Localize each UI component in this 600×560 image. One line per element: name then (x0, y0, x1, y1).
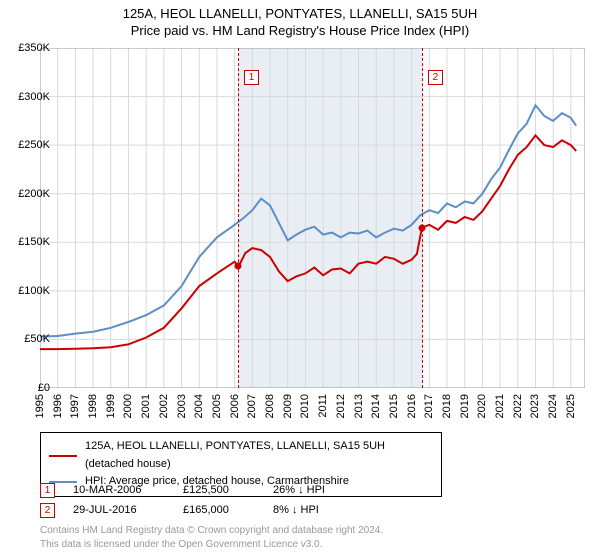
y-tick-label: £300K (4, 91, 50, 103)
x-tick-label: 1996 (52, 394, 64, 418)
x-tick-label: 2000 (122, 394, 134, 418)
y-tick-label: £100K (4, 285, 50, 297)
x-tick-label: 2023 (529, 394, 541, 418)
y-tick-label: £50K (4, 333, 50, 345)
x-tick-label: 2015 (388, 394, 400, 418)
y-tick-label: £200K (4, 188, 50, 200)
x-tick-label: 1995 (34, 394, 46, 418)
sale-marker-box: 2 (428, 70, 443, 85)
chart-svg (40, 48, 585, 388)
legend-swatch-price (49, 455, 77, 457)
y-tick-label: £0 (4, 382, 50, 394)
x-tick-label: 2013 (353, 394, 365, 418)
x-tick-label: 1999 (105, 394, 117, 418)
x-tick-label: 2025 (565, 394, 577, 418)
title-line1: 125A, HEOL LLANELLI, PONTYATES, LLANELLI… (0, 6, 600, 23)
x-tick-label: 2020 (476, 394, 488, 418)
footer-line2: This data is licensed under the Open Gov… (40, 538, 383, 552)
sale-price: £165,000 (183, 504, 273, 516)
x-tick-label: 2006 (229, 394, 241, 418)
x-tick-label: 1998 (87, 394, 99, 418)
x-tick-label: 2005 (211, 394, 223, 418)
sale-price: £125,500 (183, 484, 273, 496)
y-tick-label: £350K (4, 42, 50, 54)
sale-row: 2 29-JUL-2016 £165,000 8% ↓ HPI (40, 500, 353, 520)
series-line-hpi (40, 105, 576, 336)
sale-point-dot (418, 224, 425, 231)
chart-container: 125A, HEOL LLANELLI, PONTYATES, LLANELLI… (0, 0, 600, 560)
footer-attribution: Contains HM Land Registry data © Crown c… (40, 524, 383, 551)
x-tick-label: 2009 (282, 394, 294, 418)
sales-table: 1 10-MAR-2006 £125,500 26% ↓ HPI 2 29-JU… (40, 480, 353, 520)
y-tick-label: £150K (4, 236, 50, 248)
sale-diff: 26% ↓ HPI (273, 484, 353, 496)
footer-line1: Contains HM Land Registry data © Crown c… (40, 524, 383, 538)
plot-area: 12 (40, 48, 585, 388)
sale-diff: 8% ↓ HPI (273, 504, 353, 516)
chart-title: 125A, HEOL LLANELLI, PONTYATES, LLANELLI… (0, 0, 600, 40)
x-tick-label: 2019 (459, 394, 471, 418)
x-tick-label: 2022 (512, 394, 524, 418)
legend-label-price: 125A, HEOL LLANELLI, PONTYATES, LLANELLI… (85, 438, 433, 473)
x-tick-label: 2014 (370, 394, 382, 418)
sale-vline (238, 48, 239, 388)
sale-row: 1 10-MAR-2006 £125,500 26% ↓ HPI (40, 480, 353, 500)
sale-marker-icon: 1 (40, 483, 55, 498)
x-tick-label: 2021 (494, 394, 506, 418)
x-tick-label: 2001 (140, 394, 152, 418)
x-tick-label: 2016 (406, 394, 418, 418)
x-tick-label: 2011 (317, 394, 329, 418)
title-line2: Price paid vs. HM Land Registry's House … (0, 23, 600, 40)
x-tick-label: 2010 (299, 394, 311, 418)
sale-date: 10-MAR-2006 (73, 484, 183, 496)
legend-item-price: 125A, HEOL LLANELLI, PONTYATES, LLANELLI… (49, 438, 433, 473)
x-tick-label: 2017 (423, 394, 435, 418)
sale-marker-icon: 2 (40, 503, 55, 518)
x-tick-label: 2018 (441, 394, 453, 418)
sale-point-dot (235, 263, 242, 270)
sale-date: 29-JUL-2016 (73, 504, 183, 516)
y-tick-label: £250K (4, 139, 50, 151)
x-tick-label: 2007 (246, 394, 258, 418)
sale-vline (422, 48, 423, 388)
x-tick-label: 2003 (176, 394, 188, 418)
x-tick-label: 2002 (158, 394, 170, 418)
sale-marker-box: 1 (244, 70, 259, 85)
x-tick-label: 2012 (335, 394, 347, 418)
x-tick-label: 2004 (193, 394, 205, 418)
x-tick-label: 2008 (264, 394, 276, 418)
x-tick-label: 1997 (69, 394, 81, 418)
x-tick-label: 2024 (547, 394, 559, 418)
